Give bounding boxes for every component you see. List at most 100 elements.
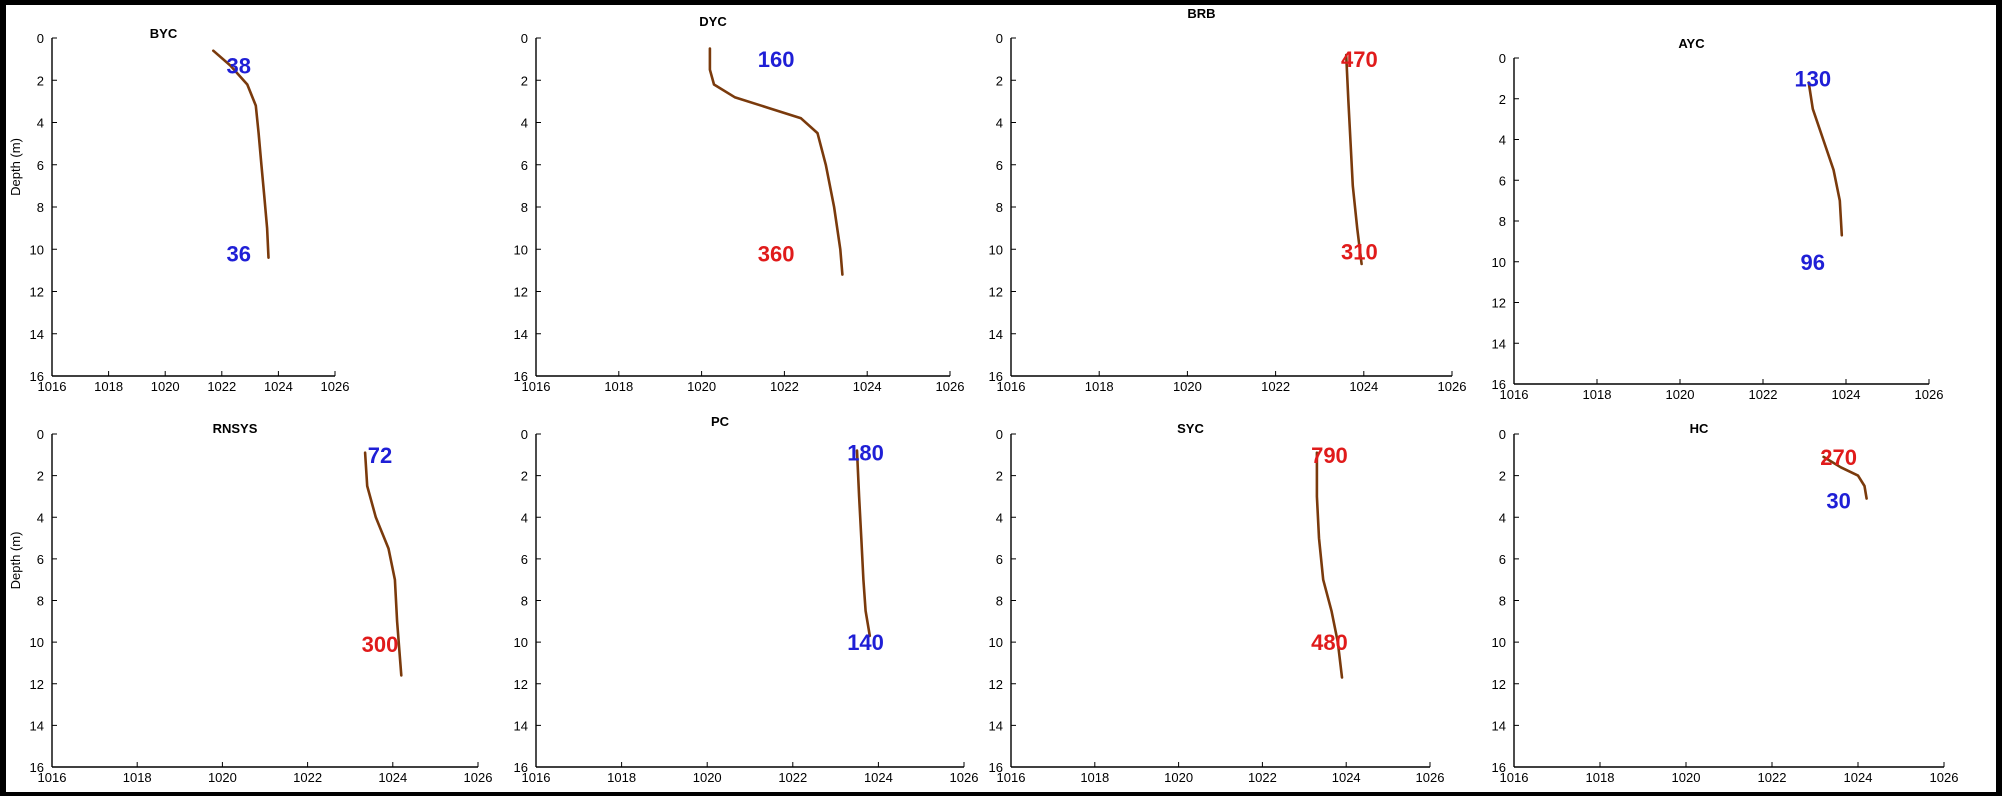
y-tick-label: 14 [989,327,1003,342]
y-tick-label: 8 [1499,594,1506,609]
y-tick-label: 14 [1492,336,1506,351]
y-tick-label: 6 [521,158,528,173]
y-tick-label: 8 [37,200,44,215]
data-label: 160 [758,47,795,72]
y-tick-label: 8 [996,594,1003,609]
x-tick-label: 1024 [1832,387,1861,402]
panel-title: HC [1690,421,1709,436]
x-tick-label: 1026 [1438,379,1467,394]
y-tick-label: 10 [514,242,528,257]
y-axis-title: Depth (m) [8,532,23,590]
y-tick-label: 8 [996,200,1003,215]
data-label: 96 [1801,250,1825,275]
x-tick-label: 1020 [687,379,716,394]
y-tick-label: 8 [1499,214,1506,229]
data-label: 30 [1826,489,1850,514]
x-tick-label: 1020 [1173,379,1202,394]
y-tick-label: 0 [1499,427,1506,442]
panel-title: AYC [1678,36,1705,51]
y-tick-label: 16 [1492,760,1506,775]
y-tick-label: 12 [514,285,528,300]
y-tick-label: 16 [1492,377,1506,392]
x-tick-label: 1026 [321,379,350,394]
y-tick-label: 10 [1492,255,1506,270]
y-tick-label: 8 [521,594,528,609]
density-profile-line [363,451,403,677]
x-tick-label: 1016 [522,379,551,394]
x-tick-label: 1016 [997,770,1026,785]
x-tick-label: 1020 [151,379,180,394]
y-tick-label: 14 [30,718,44,733]
y-tick-label: 16 [514,760,528,775]
x-tick-label: 1022 [1261,379,1290,394]
data-label: 470 [1341,47,1378,72]
x-tick-label: 1018 [1586,770,1615,785]
panel-title: SYC [1177,421,1204,436]
y-tick-label: 16 [30,369,44,384]
y-axis-title: Depth (m) [8,138,23,196]
panel-title: DYC [699,14,727,29]
data-label: 140 [847,630,884,655]
y-tick-label: 6 [521,552,528,567]
x-tick-label: 1020 [1672,770,1701,785]
y-tick-label: 8 [37,594,44,609]
y-tick-label: 10 [1492,635,1506,650]
x-tick-label: 1024 [1332,770,1361,785]
y-tick-label: 4 [37,116,44,131]
density-profile-line [1315,451,1344,679]
y-tick-label: 12 [30,285,44,300]
x-tick-label: 1026 [1416,770,1445,785]
y-tick-label: 16 [514,369,528,384]
x-tick-label: 1024 [1349,379,1378,394]
x-tick-label: 1026 [936,379,965,394]
y-tick-label: 4 [37,510,44,525]
density-profile-line [1822,455,1868,500]
density-profile-line [708,47,844,276]
y-tick-label: 0 [1499,51,1506,66]
x-tick-label: 1020 [1164,770,1193,785]
y-tick-label: 10 [989,242,1003,257]
y-tick-label: 6 [37,158,44,173]
x-tick-label: 1016 [38,379,67,394]
x-tick-label: 1020 [208,770,237,785]
x-tick-label: 1016 [997,379,1026,394]
y-tick-label: 14 [514,718,528,733]
x-tick-label: 1026 [950,770,979,785]
y-tick-label: 0 [37,31,44,46]
x-tick-label: 1018 [94,379,123,394]
data-label: 130 [1794,66,1831,91]
y-tick-label: 12 [989,677,1003,692]
y-tick-label: 12 [514,677,528,692]
x-tick-label: 1022 [1749,387,1778,402]
y-tick-label: 0 [996,31,1003,46]
x-tick-label: 1018 [1080,770,1109,785]
x-tick-label: 1026 [1915,387,1944,402]
x-tick-label: 1026 [464,770,493,785]
data-label: 38 [227,53,251,78]
y-tick-label: 14 [514,327,528,342]
x-tick-label: 1016 [1500,387,1529,402]
y-tick-label: 6 [996,158,1003,173]
y-tick-label: 4 [521,510,528,525]
panel-title: RNSYS [213,421,258,436]
density-profile-line [1807,81,1844,237]
x-tick-label: 1016 [1500,770,1529,785]
density-profile-line [1344,53,1363,266]
y-tick-label: 0 [521,427,528,442]
y-tick-label: 2 [521,469,528,484]
y-tick-label: 4 [996,116,1003,131]
y-tick-label: 14 [30,327,44,342]
y-tick-label: 10 [514,635,528,650]
density-profile-line [855,449,872,638]
x-tick-label: 1024 [1844,770,1873,785]
y-tick-label: 6 [37,552,44,567]
x-tick-label: 1022 [778,770,807,785]
y-tick-label: 16 [30,760,44,775]
data-label: 480 [1311,630,1348,655]
data-label: 790 [1311,443,1348,468]
x-tick-label: 1022 [1758,770,1787,785]
y-tick-label: 10 [30,242,44,257]
y-tick-label: 16 [989,369,1003,384]
y-tick-label: 6 [1499,173,1506,188]
